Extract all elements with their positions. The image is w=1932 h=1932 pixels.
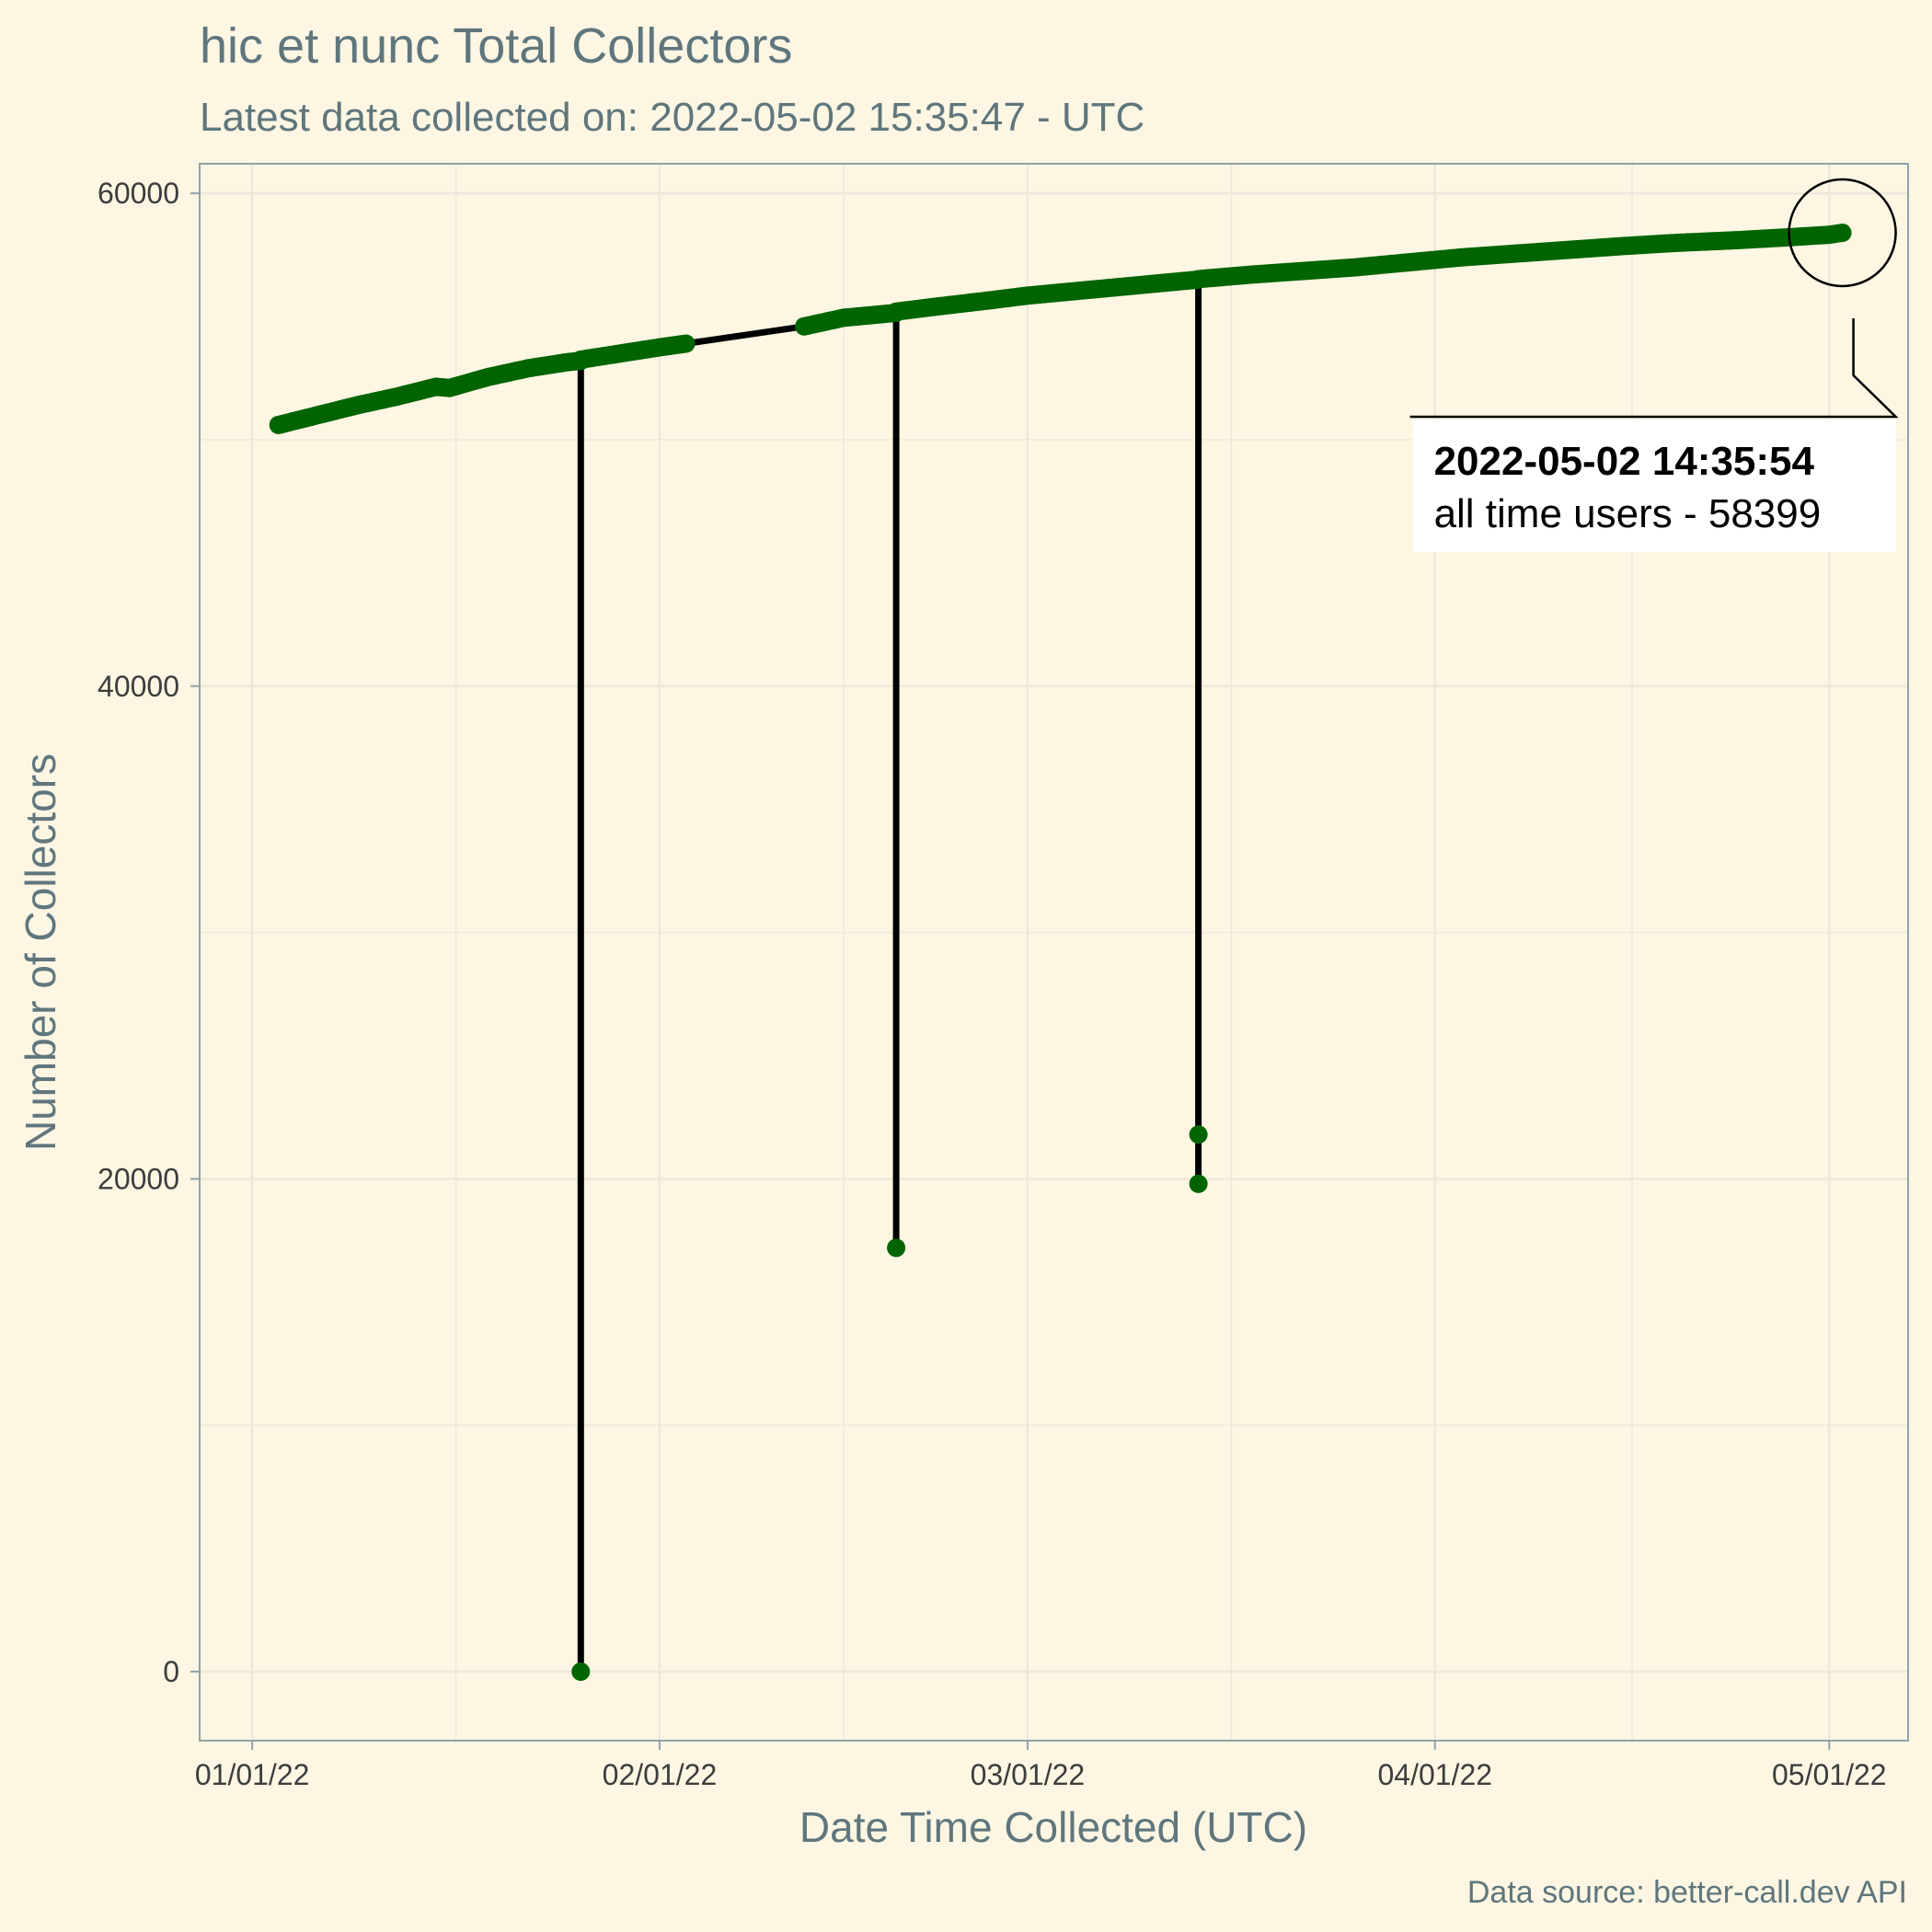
x-tick-label: 04/01/22 [1377, 1758, 1492, 1791]
grid-layer [200, 164, 1908, 1741]
chart-subtitle: Latest data collected on: 2022-05-02 15:… [200, 95, 1144, 140]
data-point-dense [673, 335, 692, 354]
x-tick-label: 02/01/22 [603, 1758, 718, 1791]
x-tick-label: 05/01/22 [1772, 1758, 1887, 1791]
x-tick-label: 03/01/22 [971, 1758, 1086, 1791]
y-tick-label: 40000 [98, 670, 179, 703]
series-points [269, 224, 1852, 1682]
y-tick-label: 0 [163, 1655, 179, 1688]
data-point [571, 1662, 591, 1682]
data-point [887, 1238, 906, 1258]
chart-title: hic et nunc Total Collectors [200, 18, 792, 74]
annotation-connector [1409, 318, 1899, 419]
annotation-text: all time users - 58399 [1434, 491, 1822, 536]
x-tick-label: 01/01/22 [195, 1758, 310, 1791]
y-axis-ticks: 0 20000 40000 60000 [98, 177, 200, 1688]
data-point-dense [1830, 224, 1849, 243]
y-tick-label: 20000 [98, 1162, 179, 1195]
chart-caption: Data source: better-call.dev API [1467, 1875, 1907, 1910]
y-tick-label: 60000 [98, 177, 179, 210]
data-point [1189, 1125, 1208, 1144]
annotation-circle [1788, 178, 1897, 288]
annotation-title: 2022-05-02 14:35:54 [1434, 439, 1815, 484]
data-point [1189, 1174, 1208, 1193]
annotation-box [1412, 420, 1896, 553]
y-axis-title: Number of Collectors [17, 753, 64, 1151]
annotation: 2022-05-02 14:35:54 all time users - 583… [1409, 178, 1899, 553]
x-axis-ticks: 01/01/22 02/01/22 03/01/22 04/01/22 05/01/22 [195, 1741, 1887, 1791]
panel-border [199, 163, 1909, 1742]
x-axis-title: Date Time Collected (UTC) [799, 1803, 1307, 1851]
